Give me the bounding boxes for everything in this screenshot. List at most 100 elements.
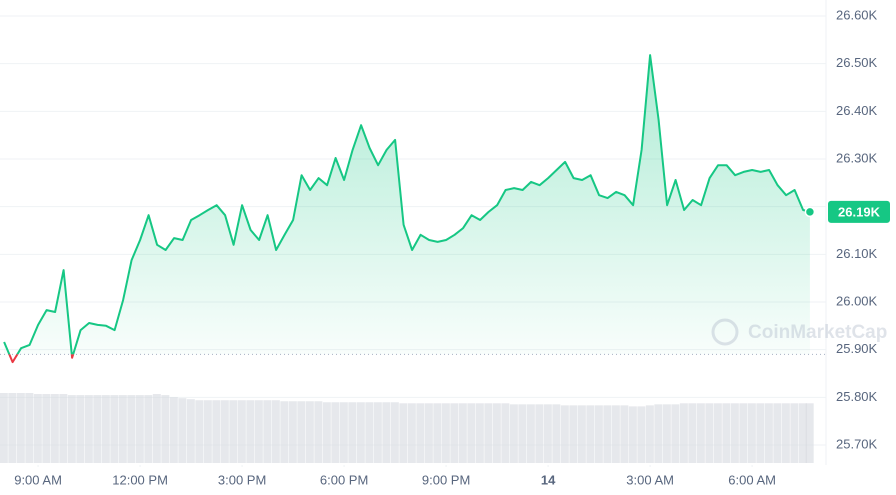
watermark-text: CoinMarketCap xyxy=(748,322,887,343)
volume-bar xyxy=(671,404,680,463)
last-point xyxy=(804,206,816,218)
volume-bar xyxy=(450,403,459,463)
volume-bar xyxy=(93,395,102,463)
x-tick-label: 14 xyxy=(541,472,556,487)
volume-bar xyxy=(263,400,272,463)
volume-bar xyxy=(169,397,178,463)
volume-bar xyxy=(705,403,714,463)
x-tick-label: 6:00 PM xyxy=(320,472,368,487)
x-tick-label: 3:00 PM xyxy=(218,472,266,487)
volume-bar xyxy=(195,400,204,463)
x-tick-label: 3:00 AM xyxy=(626,472,674,487)
volume-bar xyxy=(484,403,493,463)
volume-bar xyxy=(152,394,161,463)
price-area xyxy=(4,55,810,355)
volume-bar xyxy=(186,399,195,463)
volume-bar xyxy=(518,404,527,463)
volume-bar xyxy=(560,405,569,463)
volume-bar xyxy=(220,400,229,463)
volume-bar xyxy=(637,406,646,463)
volume-bar xyxy=(8,393,17,463)
volume-bar xyxy=(747,403,756,463)
y-tick-label: 26.00K xyxy=(836,293,878,308)
volume-bar xyxy=(458,403,467,463)
volume-bar xyxy=(713,403,722,463)
price-badge-label: 26.19K xyxy=(838,204,881,219)
y-tick-label: 26.60K xyxy=(836,7,878,22)
volume-bar xyxy=(84,395,93,463)
y-tick-label: 26.30K xyxy=(836,150,878,165)
volume-bar xyxy=(603,405,612,463)
volume-bar xyxy=(781,403,790,463)
volume-bar xyxy=(118,395,127,463)
volume-bar xyxy=(798,403,807,463)
volume-bar xyxy=(110,395,119,463)
volume-bar xyxy=(246,400,255,463)
volume-bar xyxy=(620,405,629,463)
volume-bar xyxy=(407,403,416,463)
volume-bar xyxy=(424,403,433,463)
volume-bar xyxy=(662,404,671,463)
volume-bar xyxy=(756,403,765,463)
volume-bar xyxy=(501,403,510,463)
volume-bar xyxy=(0,393,8,463)
watermark: CoinMarketCap xyxy=(711,318,887,346)
volume-bar xyxy=(67,395,76,463)
volume-bar xyxy=(229,400,238,463)
volume-bar xyxy=(526,404,535,463)
volume-bar xyxy=(688,403,697,463)
volume-bar xyxy=(25,393,34,463)
y-tick-label: 26.10K xyxy=(836,246,878,261)
volume-bar xyxy=(764,403,773,463)
volume-bar xyxy=(203,400,212,463)
volume-bar xyxy=(356,402,365,463)
volume-bar xyxy=(441,403,450,463)
volume-bar xyxy=(305,401,314,463)
y-tick-label: 25.70K xyxy=(836,436,878,451)
volume-bar xyxy=(288,401,297,463)
volume-bar xyxy=(59,394,68,463)
volume-bar xyxy=(739,403,748,463)
volume-bar xyxy=(144,395,153,463)
volume-bar xyxy=(339,402,348,463)
volume-bar xyxy=(365,402,374,463)
volume-bar xyxy=(237,400,246,463)
volume-bar xyxy=(594,405,603,463)
volume-bar xyxy=(178,398,187,463)
y-tick-label: 26.50K xyxy=(836,55,878,70)
volume-bar xyxy=(161,395,170,463)
volume-bar xyxy=(33,394,42,463)
y-tick-label: 25.90K xyxy=(836,341,878,356)
volume-bar xyxy=(76,395,85,463)
price-line xyxy=(3,54,811,355)
x-tick-label: 9:00 PM xyxy=(422,472,470,487)
volume-bar xyxy=(628,406,637,463)
volume-bar xyxy=(322,402,331,463)
volume-bar xyxy=(271,400,280,463)
volume-bar xyxy=(569,405,578,463)
volume-bar xyxy=(314,401,323,463)
volume-bar xyxy=(127,395,136,463)
volume-bar xyxy=(390,402,399,463)
volume-bar xyxy=(382,402,391,463)
volume-bar xyxy=(492,403,501,463)
volume-bar xyxy=(416,403,425,463)
x-tick-label: 12:00 PM xyxy=(112,472,168,487)
volume-bar xyxy=(773,403,782,463)
x-tick-label: 9:00 AM xyxy=(14,472,62,487)
volume-bar xyxy=(645,405,654,463)
volume-bar xyxy=(586,405,595,463)
volume-bar xyxy=(101,395,110,463)
volume-bar xyxy=(611,405,620,463)
volume-bar xyxy=(331,402,340,463)
volume-bar xyxy=(373,402,382,463)
y-tick-label: 25.80K xyxy=(836,389,878,404)
volume-bar xyxy=(42,394,51,463)
volume-bar xyxy=(135,395,144,463)
volume-bar xyxy=(475,403,484,463)
volume-bar xyxy=(679,403,688,463)
volume-bar xyxy=(577,405,586,463)
volume-bar xyxy=(254,400,263,463)
volume-bar xyxy=(50,394,59,463)
volume-bar xyxy=(790,403,799,463)
